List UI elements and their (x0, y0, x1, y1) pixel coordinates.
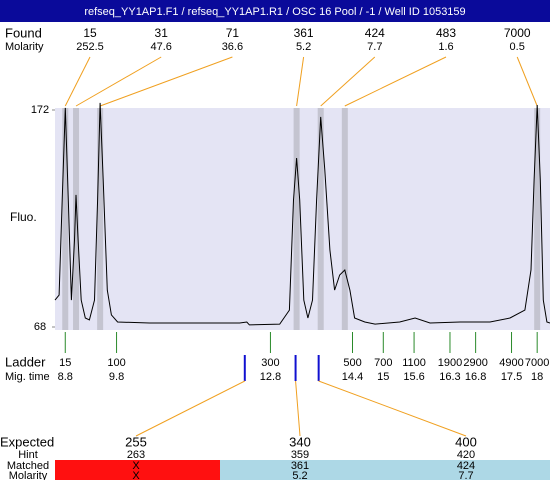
hint-value: 359 (291, 449, 309, 461)
found-size: 15 (83, 26, 97, 40)
peak-band (293, 108, 300, 330)
ladder-size: 700 (374, 357, 392, 369)
ladder-time: 16.8 (465, 371, 486, 383)
matched-value: 424 (457, 460, 475, 472)
found-size: 71 (226, 26, 240, 40)
peak-band (73, 108, 80, 330)
found-molarity: 36.6 (222, 41, 243, 53)
molarity-table-label: Molarity (9, 470, 48, 480)
molarity-value: X (132, 470, 140, 480)
y-tick-label: 68 (34, 321, 46, 333)
peak-connector (99, 56, 233, 107)
ladder-time: 18 (531, 371, 543, 383)
ladder-time: 14.4 (342, 371, 363, 383)
expected-label: Expected (0, 434, 54, 449)
header-bar (0, 0, 550, 22)
unmatched-cell (55, 460, 220, 480)
found-molarity: 252.5 (76, 41, 104, 53)
peak-connector (516, 56, 538, 107)
molarity-label: Molarity (5, 41, 44, 53)
ladder-size: 15 (59, 357, 71, 369)
matched-value: X (132, 460, 140, 472)
ladder-time: 17.5 (501, 371, 522, 383)
fluo-label: Fluo. (10, 210, 37, 224)
found-molarity: 47.6 (150, 41, 171, 53)
peak-connector (296, 56, 305, 107)
y-tick-label: 172 (31, 104, 49, 116)
expected-connector (135, 380, 246, 437)
expected-size: 340 (289, 434, 311, 449)
ladder-size: 4900 (499, 357, 523, 369)
found-molarity: 7.7 (367, 41, 382, 53)
expected-connector (295, 380, 301, 437)
header-title: refseq_YY1AP1.F1 / refseq_YY1AP1.R1 / OS… (84, 6, 465, 18)
ladder-time: 8.8 (58, 371, 73, 383)
ladder-time: 9.8 (109, 371, 124, 383)
expected-size: 255 (125, 434, 147, 449)
molarity-value: 7.7 (458, 470, 473, 480)
found-size: 361 (294, 26, 314, 40)
peak-band (62, 108, 69, 330)
ladder-label: Ladder (5, 354, 46, 369)
found-size: 7000 (504, 26, 531, 40)
ladder-size: 500 (343, 357, 361, 369)
found-molarity: 5.2 (296, 41, 311, 53)
found-size: 31 (155, 26, 169, 40)
peak-band (341, 108, 348, 330)
found-size: 483 (436, 26, 456, 40)
ladder-size: 7000 (525, 357, 549, 369)
found-label: Found (5, 25, 42, 40)
found-size: 424 (365, 26, 385, 40)
ladder-size: 1900 (438, 357, 462, 369)
ladder-time: 12.8 (260, 371, 281, 383)
expected-connector (318, 380, 467, 437)
peak-band (97, 108, 104, 330)
hint-label: Hint (18, 449, 38, 461)
molarity-value: 5.2 (292, 470, 307, 480)
mig-time-label: Mig. time (5, 371, 50, 383)
ladder-size: 1100 (402, 357, 426, 369)
found-molarity: 0.5 (510, 41, 525, 53)
matched-value: 361 (291, 460, 309, 472)
peak-band (317, 108, 324, 330)
ladder-size: 100 (107, 357, 125, 369)
peak-connector (320, 56, 376, 107)
ladder-time: 15 (377, 371, 389, 383)
ladder-time: 16.3 (439, 371, 460, 383)
ladder-size: 300 (261, 357, 279, 369)
hint-value: 263 (127, 449, 145, 461)
hint-value: 420 (457, 449, 475, 461)
found-molarity: 1.6 (438, 41, 453, 53)
ladder-time: 15.6 (403, 371, 424, 383)
peak-connector (344, 56, 447, 107)
trace (54, 102, 550, 326)
matched-cell (220, 460, 550, 480)
matched-label: Matched (7, 460, 49, 472)
peak-connector (64, 56, 91, 107)
expected-size: 400 (455, 434, 477, 449)
peak-band (534, 108, 541, 330)
peak-connector (75, 56, 162, 107)
ladder-size: 2900 (463, 357, 487, 369)
plot-area (55, 108, 550, 330)
